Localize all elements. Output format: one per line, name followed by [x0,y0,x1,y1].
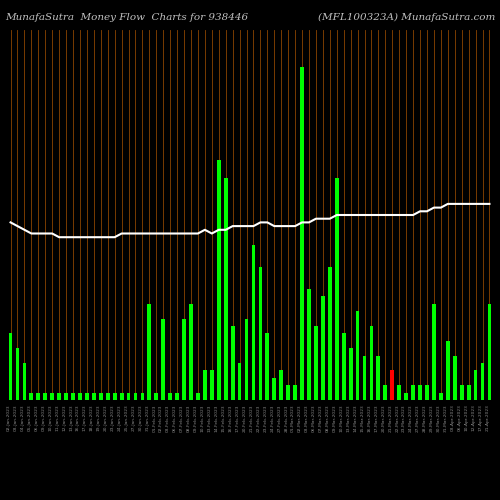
Bar [189,304,193,400]
Bar [36,392,40,400]
Bar [175,392,179,400]
Bar [8,334,12,400]
Bar [148,304,152,400]
Bar [92,392,96,400]
Bar [196,392,200,400]
Bar [370,326,374,400]
Bar [272,378,276,400]
Bar [210,370,214,400]
Bar [85,392,89,400]
Bar [446,341,450,400]
Bar [425,385,429,400]
Bar [154,392,158,400]
Bar [78,392,82,400]
Bar [162,318,165,400]
Bar [390,370,394,400]
Bar [44,392,47,400]
Bar [71,392,75,400]
Bar [217,160,220,400]
Bar [99,392,102,400]
Bar [307,289,311,400]
Bar [418,385,422,400]
Bar [50,392,54,400]
Bar [266,334,270,400]
Bar [453,356,456,400]
Bar [342,334,345,400]
Bar [224,178,228,400]
Bar [106,392,110,400]
Bar [134,392,138,400]
Bar [335,178,338,400]
Bar [22,363,26,400]
Bar [293,385,297,400]
Bar [16,348,20,400]
Bar [488,304,492,400]
Bar [252,244,256,400]
Bar [30,392,34,400]
Bar [280,370,283,400]
Bar [113,392,116,400]
Bar [356,311,360,400]
Bar [439,392,443,400]
Bar [404,392,408,400]
Bar [398,385,401,400]
Bar [474,370,478,400]
Bar [411,385,415,400]
Bar [120,392,124,400]
Bar [57,392,61,400]
Bar [182,318,186,400]
Bar [432,304,436,400]
Bar [362,356,366,400]
Bar [384,385,387,400]
Bar [203,370,207,400]
Text: MunafaSutra  Money Flow  Charts for 938446: MunafaSutra Money Flow Charts for 938446 [5,12,248,22]
Text: (MFL100323A) MunafaSutra.com: (MFL100323A) MunafaSutra.com [318,12,495,22]
Bar [348,348,352,400]
Bar [64,392,68,400]
Bar [314,326,318,400]
Bar [460,385,464,400]
Bar [244,318,248,400]
Bar [140,392,144,400]
Bar [126,392,130,400]
Bar [286,385,290,400]
Bar [168,392,172,400]
Bar [258,267,262,400]
Bar [300,67,304,400]
Bar [238,363,242,400]
Bar [480,363,484,400]
Bar [466,385,470,400]
Bar [328,267,332,400]
Bar [376,356,380,400]
Bar [230,326,234,400]
Bar [321,296,325,400]
